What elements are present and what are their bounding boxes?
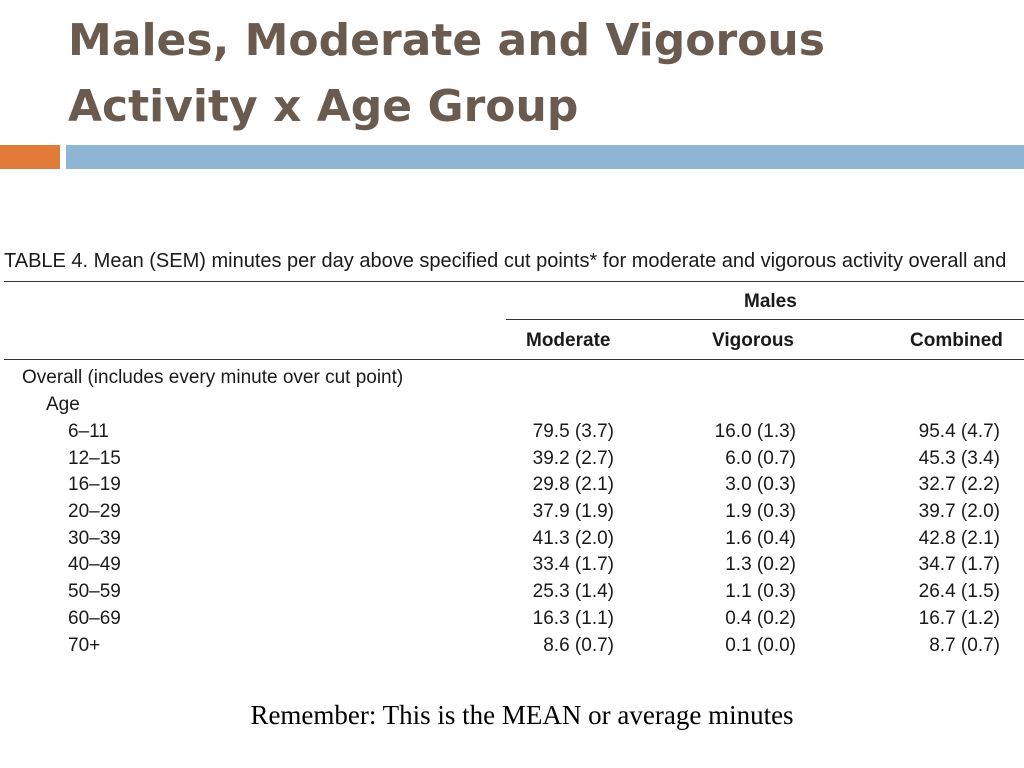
age-cell: 20–29 — [68, 501, 121, 523]
vigorous-cell: 16.0 (1.3) — [714, 421, 796, 442]
age-cell: 6–11 — [68, 421, 109, 442]
age-cell: 30–39 — [68, 527, 121, 549]
combined-cell: 16.7 (1.2) — [918, 607, 1000, 629]
age-cell: 50–59 — [68, 581, 121, 603]
table-row: 40–49 33.4 (1.7) 1.3 (0.2) 34.7 (1.7) — [0, 554, 1024, 581]
moderate-cell: 16.3 (1.1) — [532, 607, 614, 629]
column-header-rule — [4, 359, 1024, 360]
moderate-cell: 37.9 (1.9) — [532, 501, 614, 523]
vigorous-cell: 0.1 (0.0) — [725, 634, 796, 656]
column-header-vigorous: Vigorous — [712, 330, 794, 351]
table-row: 12–15 39.2 (2.7) 6.0 (0.7) 45.3 (3.4) — [0, 448, 1024, 475]
table-row: 20–29 37.9 (1.9) 1.9 (0.3) 39.7 (2.0) — [0, 501, 1024, 528]
table-row: 70+ 8.6 (0.7) 0.1 (0.0) 8.7 (0.7) — [0, 635, 1024, 662]
subsection-label: Age — [46, 394, 80, 415]
age-cell: 12–15 — [68, 447, 121, 469]
moderate-cell: 39.2 (2.7) — [532, 447, 614, 469]
table-row: 60–69 16.3 (1.1) 0.4 (0.2) 16.7 (1.2) — [0, 608, 1024, 635]
moderate-cell: 25.3 (1.4) — [532, 581, 614, 603]
table-caption: TABLE 4. Mean (SEM) minutes per day abov… — [4, 250, 1007, 272]
table-row: 6–11 79.5 (3.7) 16.0 (1.3) 95.4 (4.7) — [0, 421, 1024, 448]
vigorous-cell: 1.6 (0.4) — [725, 527, 796, 549]
vigorous-cell: 6.0 (0.7) — [725, 447, 796, 469]
vigorous-cell: 1.3 (0.2) — [725, 554, 796, 576]
combined-cell: 95.4 (4.7) — [918, 421, 1000, 442]
moderate-cell: 8.6 (0.7) — [543, 634, 614, 656]
accent-bar-orange — [0, 145, 60, 169]
vigorous-cell: 1.9 (0.3) — [725, 501, 796, 523]
vigorous-cell: 3.0 (0.3) — [725, 474, 796, 496]
vigorous-cell: 1.1 (0.3) — [725, 581, 796, 603]
moderate-cell: 41.3 (2.0) — [532, 527, 614, 549]
mean-reminder-note: Remember: This is the MEAN or average mi… — [250, 700, 794, 730]
combined-cell: 34.7 (1.7) — [918, 554, 1000, 576]
age-cell: 16–19 — [68, 474, 121, 496]
section-label: Overall (includes every minute over cut … — [22, 367, 404, 388]
moderate-cell: 29.8 (2.1) — [532, 474, 614, 496]
age-cell: 60–69 — [68, 607, 121, 629]
combined-cell: 39.7 (2.0) — [918, 501, 1000, 523]
combined-cell: 45.3 (3.4) — [918, 447, 1000, 469]
group-header-males: Males — [744, 291, 797, 312]
accent-bar-blue — [66, 145, 1024, 169]
column-header-moderate: Moderate — [526, 330, 611, 351]
table-row: 16–19 29.8 (2.1) 3.0 (0.3) 32.7 (2.2) — [0, 474, 1024, 501]
slide-title: Males, Moderate and Vigorous Activity x … — [68, 15, 825, 132]
moderate-cell: 79.5 (3.7) — [532, 421, 614, 442]
table-row: 50–59 25.3 (1.4) 1.1 (0.3) 26.4 (1.5) — [0, 581, 1024, 608]
table-row: 30–39 41.3 (2.0) 1.6 (0.4) 42.8 (2.1) — [0, 528, 1024, 555]
combined-cell: 32.7 (2.2) — [918, 474, 1000, 496]
group-header-rule — [506, 319, 1024, 320]
vigorous-cell: 0.4 (0.2) — [725, 607, 796, 629]
combined-cell: 26.4 (1.5) — [918, 581, 1000, 603]
combined-cell: 8.7 (0.7) — [929, 634, 1000, 656]
age-cell: 40–49 — [68, 554, 121, 576]
table-top-rule — [4, 281, 1024, 282]
moderate-cell: 33.4 (1.7) — [532, 554, 614, 576]
combined-cell: 42.8 (2.1) — [918, 527, 1000, 549]
table-body: 6–11 79.5 (3.7) 16.0 (1.3) 95.4 (4.7) 12… — [0, 421, 1024, 661]
age-cell: 70+ — [68, 634, 101, 656]
column-header-combined: Combined — [910, 330, 1003, 351]
